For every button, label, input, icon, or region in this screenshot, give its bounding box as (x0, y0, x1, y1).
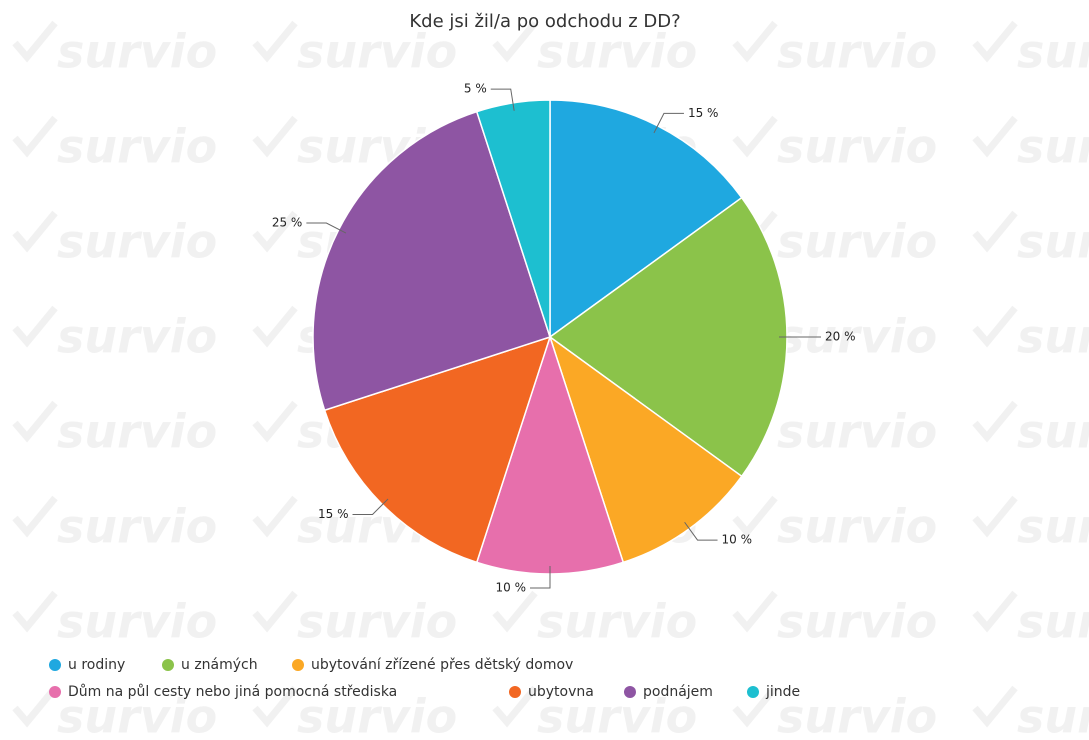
watermark-text: survio (57, 405, 217, 459)
watermark-check (12, 210, 58, 253)
watermark-text: survio (57, 120, 217, 174)
watermark-check (732, 685, 778, 728)
watermark-check (252, 210, 298, 253)
chart-title: Kde jsi žil/a po odchodu z DD? (409, 11, 680, 32)
leader-line (490, 88, 515, 111)
watermark-text: survio (1017, 405, 1089, 459)
watermark-text: survio (1017, 690, 1089, 740)
watermark-text: survio (1017, 120, 1089, 174)
watermark-text: survio (777, 595, 937, 649)
leader-line (306, 222, 347, 234)
leader-line (530, 566, 551, 589)
watermark-check (492, 685, 538, 728)
watermark-text: survio (57, 310, 217, 364)
legend-marker (292, 659, 304, 671)
data-label: 20 % (825, 330, 856, 344)
legend-marker (49, 659, 61, 671)
watermark-check (252, 685, 298, 728)
watermark-check (252, 400, 298, 443)
watermark-text: survio (297, 595, 457, 649)
watermark-check (972, 20, 1018, 63)
watermark-check (252, 590, 298, 633)
watermark-check (732, 115, 778, 158)
watermark-text: survio (1017, 595, 1089, 649)
watermark-check (972, 115, 1018, 158)
watermark-check (972, 305, 1018, 348)
legend-marker (49, 686, 61, 698)
legend-marker (162, 659, 174, 671)
legend-label: Dům na půl cesty nebo jiná pomocná střed… (68, 684, 397, 700)
watermark-text: survio (297, 690, 457, 740)
watermark-check (972, 495, 1018, 538)
watermark-check (252, 20, 298, 63)
watermark-text: survio (1017, 215, 1089, 269)
watermark-check (12, 115, 58, 158)
watermark-text: survio (57, 690, 217, 740)
data-label: 25 % (272, 216, 303, 230)
leader-line (653, 112, 684, 134)
watermark-text: survio (777, 405, 937, 459)
watermark-text: survio (777, 120, 937, 174)
watermark-check (972, 210, 1018, 253)
watermark-check (12, 305, 58, 348)
watermark-text: survio (57, 500, 217, 554)
watermark-check (252, 495, 298, 538)
watermark-check (732, 495, 778, 538)
watermark-check (12, 400, 58, 443)
watermark-check (492, 590, 538, 633)
watermark-text: survio (777, 215, 937, 269)
legend-marker (624, 686, 636, 698)
legend-label: podnájem (643, 684, 713, 700)
watermark-check (492, 20, 538, 63)
data-label: 10 % (496, 581, 527, 595)
watermark-check (972, 685, 1018, 728)
watermark-text: survio (537, 690, 697, 740)
watermark-text: survio (537, 25, 697, 79)
watermark-text: survio (537, 595, 697, 649)
watermark-check (12, 20, 58, 63)
legend-label: ubytovna (528, 684, 594, 700)
watermark-check (12, 685, 58, 728)
watermark-text: survio (1017, 500, 1089, 554)
watermark-text: survio (297, 25, 457, 79)
watermark-check (12, 495, 58, 538)
watermark-check (972, 590, 1018, 633)
legend-marker (509, 686, 521, 698)
watermark-text: survio (57, 215, 217, 269)
watermark-check (12, 590, 58, 633)
legend-label: u rodiny (68, 657, 125, 673)
leader-line (352, 498, 389, 515)
data-label: 5 % (464, 82, 487, 96)
watermark-text: survio (57, 25, 217, 79)
legend-label: u známých (181, 657, 258, 673)
watermark-check (252, 305, 298, 348)
watermark-check (252, 115, 298, 158)
legend-label: jinde (765, 684, 800, 700)
watermark-text: survio (1017, 25, 1089, 79)
watermark-text: survio (1017, 310, 1089, 364)
data-label: 15 % (318, 507, 349, 521)
watermark-text: survio (57, 595, 217, 649)
leader-line (684, 521, 718, 541)
watermark-text: survio (777, 690, 937, 740)
data-label: 10 % (722, 533, 753, 547)
legend-label: ubytování zřízené přes dětský domov (311, 657, 573, 673)
data-label: 15 % (688, 106, 719, 120)
watermark-check (972, 400, 1018, 443)
watermark-text: survio (777, 25, 937, 79)
watermark-check (732, 20, 778, 63)
watermark-check (732, 590, 778, 633)
legend-marker (747, 686, 759, 698)
watermark-text: survio (777, 500, 937, 554)
